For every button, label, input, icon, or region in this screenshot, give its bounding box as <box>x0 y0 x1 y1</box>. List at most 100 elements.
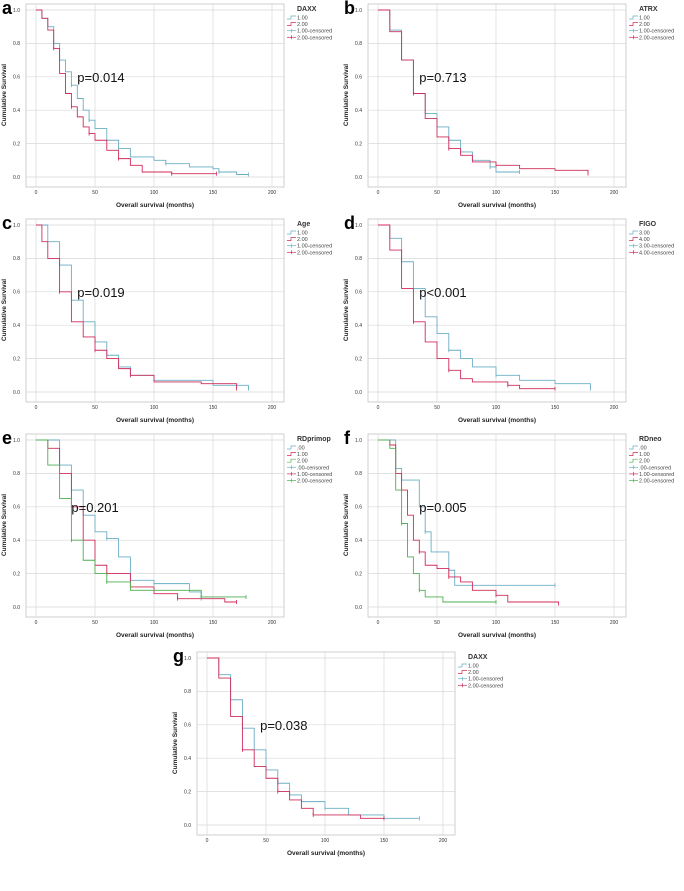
legend-title: Age <box>297 221 310 228</box>
y-tick-label: 0.6 <box>355 290 362 296</box>
panel-letter: f <box>344 430 351 448</box>
y-tick-label: 0.4 <box>184 756 191 762</box>
x-axis-label: Overall survival (months) <box>116 202 194 209</box>
y-tick-label: 0.6 <box>184 723 191 729</box>
y-tick-label: 0.6 <box>13 505 20 511</box>
plot-frame <box>367 3 627 188</box>
km-panel-e: e 0 50 100 150 200 0.0 0.2 0.4 0.6 0.8 1.0 Overall s… <box>0 430 342 645</box>
km-panel-g: g 0 50 100 150 200 0.0 0.2 0.4 0.6 0.8 1.0 Overall s… <box>171 648 513 863</box>
legend-title: FIGO <box>639 221 657 228</box>
y-tick-label: 0.0 <box>13 390 20 396</box>
legend-item: 2.00-censored <box>297 479 332 485</box>
y-tick-label: 0.8 <box>184 689 191 695</box>
x-tick-label: 200 <box>610 190 619 196</box>
legend-item: 2.00 <box>468 670 479 676</box>
legend-item: 1.00-censored <box>297 29 332 35</box>
km-panel-f: f 0 50 100 150 200 0.0 0.2 0.4 0.6 0.8 1.0 Overall s… <box>342 430 684 645</box>
x-tick-label: 150 <box>551 405 560 411</box>
legend-item: 1.00 <box>297 452 308 458</box>
legend-step-icon <box>629 237 638 241</box>
km-panel-d: d 0 50 100 150 200 0.0 0.2 0.4 0.6 0.8 1.0 Overall s… <box>342 215 684 430</box>
legend-title: DAXX <box>468 654 488 661</box>
survival-curve-100 <box>378 439 559 604</box>
legend-title: DAXX <box>297 6 317 13</box>
legend-item: .00-censored <box>639 465 671 471</box>
survival-curve-200 <box>36 9 217 175</box>
y-axis-label: Cumulative Survival <box>343 279 350 341</box>
plot-frame <box>25 433 285 618</box>
legend-step-icon <box>287 445 296 450</box>
legend-item: 1.00 <box>297 231 308 237</box>
km-chart-f: f 0 50 100 150 200 0.0 0.2 0.4 0.6 0.8 1.0 Overall s… <box>343 430 674 639</box>
legend-title: ATRX <box>639 6 658 13</box>
legend-item: .00 <box>639 446 647 452</box>
y-axis-label: Cumulative Survival <box>1 64 8 126</box>
survival-curve-00 <box>36 439 202 599</box>
legend-step-icon <box>458 663 467 668</box>
x-tick-label: 200 <box>268 190 277 196</box>
legend-item: 1.00 <box>639 452 650 458</box>
x-tick-label: 150 <box>209 405 218 411</box>
legend-item: 2.00 <box>297 459 308 465</box>
legend-item: 4.00 <box>639 237 650 243</box>
y-tick-label: 0.8 <box>13 256 20 262</box>
survival-curve-200 <box>207 657 384 819</box>
x-tick-label: 0 <box>206 838 209 844</box>
panel-letter: b <box>344 0 355 18</box>
km-chart-a: a 0 50 100 150 200 0.0 0.2 0.4 0.6 0.8 1.0 Overall s… <box>1 0 332 209</box>
plot-frame <box>25 218 285 403</box>
panel-letter: e <box>2 430 12 448</box>
legend-step-icon <box>458 670 467 674</box>
x-axis-label: Overall survival (months) <box>458 632 536 639</box>
legend-item: 1.00-censored <box>297 244 332 250</box>
survival-curve-100 <box>36 9 249 175</box>
survival-curve-300 <box>378 224 591 389</box>
y-tick-label: 0.0 <box>184 823 191 829</box>
y-axis-label: Cumulative Survival <box>1 279 8 341</box>
y-tick-label: 1.0 <box>355 223 362 229</box>
y-tick-label: 0.4 <box>355 538 362 544</box>
y-axis-label: Cumulative Survival <box>343 494 350 556</box>
y-tick-label: 0.0 <box>355 605 362 611</box>
km-panel-b: b 0 50 100 150 200 0.0 0.2 0.4 0.6 0.8 1.0 Overall s… <box>342 0 684 215</box>
p-value: p=0.019 <box>77 285 124 300</box>
y-tick-label: 0.2 <box>13 571 20 577</box>
x-tick-label: 200 <box>268 405 277 411</box>
legend-title: RDprimop <box>297 436 331 443</box>
x-tick-label: 50 <box>434 620 440 626</box>
legend-item: 2.00 <box>639 22 650 28</box>
km-chart-c: c 0 50 100 150 200 0.0 0.2 0.4 0.6 0.8 1.0 Overall s… <box>1 215 332 424</box>
y-tick-label: 0.8 <box>355 41 362 47</box>
y-tick-label: 0.2 <box>355 141 362 147</box>
x-tick-label: 150 <box>551 620 560 626</box>
y-tick-label: 1.0 <box>355 8 362 14</box>
legend-step-icon <box>629 15 638 20</box>
p-value: p=0.713 <box>419 70 466 85</box>
y-tick-label: 0.6 <box>355 75 362 81</box>
y-tick-label: 0.0 <box>355 390 362 396</box>
legend-item: .00-censored <box>297 465 329 471</box>
x-tick-label: 100 <box>150 405 159 411</box>
x-tick-label: 100 <box>492 620 501 626</box>
x-axis-label: Overall survival (months) <box>116 417 194 424</box>
panel-letter: d <box>344 215 355 233</box>
y-tick-label: 0.8 <box>355 471 362 477</box>
legend-step-icon <box>287 452 296 456</box>
x-tick-label: 0 <box>377 620 380 626</box>
y-axis-label: Cumulative Survival <box>343 64 350 126</box>
legend-step-icon <box>287 22 296 26</box>
legend-item: 1.00 <box>468 664 479 670</box>
survival-curve-200 <box>378 439 496 603</box>
legend-step-icon <box>629 230 638 235</box>
survival-curve-100 <box>207 657 420 819</box>
p-value: p=0.014 <box>77 70 124 85</box>
survival-curve-200 <box>36 439 247 598</box>
p-value: p<0.001 <box>419 285 466 300</box>
legend-item: 1.00-censored <box>297 472 332 478</box>
legend-step-icon <box>629 22 638 26</box>
km-chart-d: d 0 50 100 150 200 0.0 0.2 0.4 0.6 0.8 1.0 Overall s… <box>343 215 674 424</box>
survival-curve-400 <box>378 224 555 390</box>
x-tick-label: 100 <box>321 838 330 844</box>
y-tick-label: 1.0 <box>184 656 191 662</box>
x-tick-label: 50 <box>92 190 98 196</box>
